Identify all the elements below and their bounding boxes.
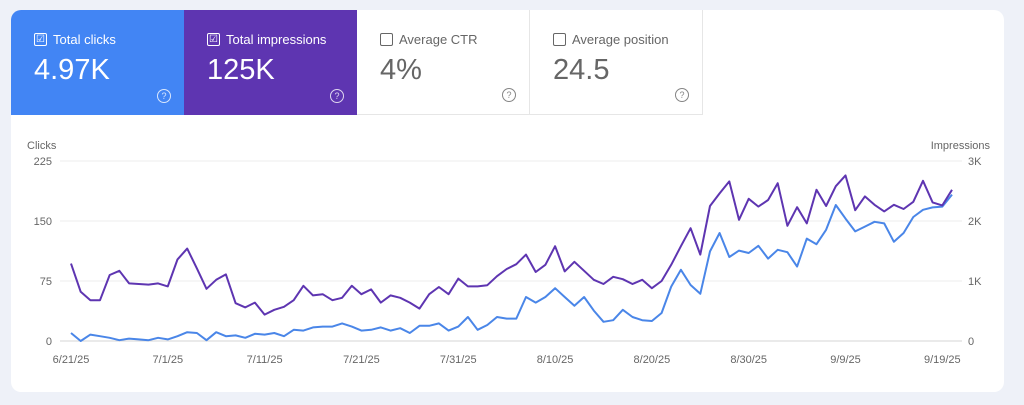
right-axis-label: Impressions <box>931 140 991 152</box>
x-tick-label: 9/19/25 <box>924 354 961 366</box>
right-tick-label: 0 <box>968 336 974 348</box>
x-tick-label: 8/20/25 <box>634 354 671 366</box>
x-tick-label: 7/11/25 <box>247 354 283 366</box>
x-tick-label: 6/21/25 <box>53 354 90 366</box>
left-axis-label: Clicks <box>27 140 57 152</box>
left-tick-label: 225 <box>34 156 52 168</box>
performance-panel: ☑ Total clicks 4.97K ? ☑ Total impressions… <box>11 10 1004 392</box>
right-tick-label: 1K <box>968 276 982 288</box>
checkbox-checked-icon[interactable]: ☑ <box>207 33 220 46</box>
metric-card-total-clicks[interactable]: ☑ Total clicks 4.97K ? <box>11 10 184 115</box>
x-tick-label: 8/30/25 <box>730 354 767 366</box>
metric-card-total-impressions[interactable]: ☑ Total impressions 125K ? <box>184 10 357 115</box>
metric-label: Total impressions <box>226 32 327 47</box>
metric-label: Average position <box>572 32 669 47</box>
metric-value: 125K <box>207 54 275 86</box>
series-line-clicks <box>70 193 953 342</box>
right-tick-label: 2K <box>968 216 982 228</box>
left-tick-label: 0 <box>46 336 52 348</box>
left-tick-label: 150 <box>34 216 52 228</box>
x-tick-label: 9/9/25 <box>830 354 861 366</box>
metric-value: 4.97K <box>34 54 110 86</box>
x-tick-label: 7/21/25 <box>343 354 380 366</box>
help-icon[interactable]: ? <box>502 88 516 102</box>
left-tick-label: 75 <box>40 276 52 288</box>
x-tick-label: 7/31/25 <box>440 354 477 366</box>
metric-value: 4% <box>380 54 422 86</box>
checkbox-unchecked-icon[interactable] <box>380 33 393 46</box>
help-icon[interactable]: ? <box>330 89 344 103</box>
metric-label: Total clicks <box>53 32 116 47</box>
checkbox-unchecked-icon[interactable] <box>553 33 566 46</box>
x-tick-label: 8/10/25 <box>537 354 574 366</box>
help-icon[interactable]: ? <box>675 88 689 102</box>
metric-card-average-position[interactable]: Average position 24.5 ? <box>530 10 703 115</box>
help-icon[interactable]: ? <box>157 89 171 103</box>
metric-value: 24.5 <box>553 54 610 86</box>
series-line-impressions <box>70 174 953 316</box>
metric-label: Average CTR <box>399 32 478 47</box>
x-tick-label: 7/1/25 <box>153 354 184 366</box>
checkbox-checked-icon[interactable]: ☑ <box>34 33 47 46</box>
metric-card-average-ctr[interactable]: Average CTR 4% ? <box>357 10 530 115</box>
right-tick-label: 3K <box>968 156 982 168</box>
